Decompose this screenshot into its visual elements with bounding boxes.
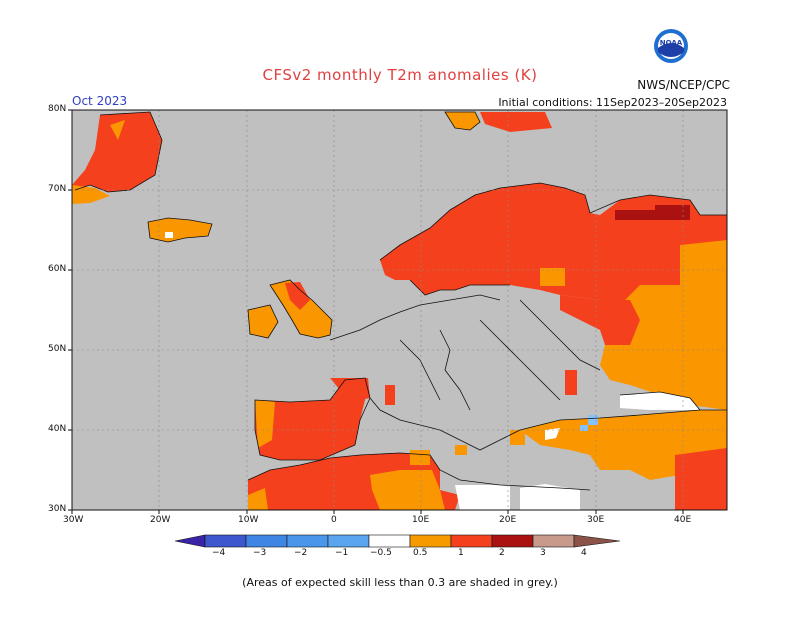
lon-label: 20E xyxy=(499,515,517,525)
lat-label: 30N xyxy=(48,504,67,514)
map-frame xyxy=(71,109,728,511)
colorbar-segment xyxy=(204,534,247,548)
france-sw-anomaly xyxy=(330,378,370,402)
colorbar-label: 2 xyxy=(499,548,505,558)
cold-anomaly-patch xyxy=(588,415,598,425)
colorbar-label: −4 xyxy=(212,548,226,558)
lat-label: 60N xyxy=(48,264,67,274)
lon-label: 10E xyxy=(412,515,430,525)
lat-label: 50N xyxy=(48,344,67,354)
map-title: CFSv2 monthly T2m anomalies (K) xyxy=(262,66,538,84)
lat-label: 80N xyxy=(48,104,67,114)
russia-anomaly xyxy=(600,240,727,410)
lon-label: 30W xyxy=(63,515,84,525)
scandinavia-anomaly xyxy=(380,183,727,300)
lat-label: 70N xyxy=(48,184,67,194)
colorbar-cap-low xyxy=(174,534,206,548)
colorbar-label: 4 xyxy=(581,548,587,558)
colorbar-segment xyxy=(245,534,288,548)
colorbar-segment xyxy=(409,534,452,548)
iceland-anomaly xyxy=(148,218,212,242)
colorbar-label: −0.5 xyxy=(370,548,392,558)
lon-label: 20W xyxy=(150,515,171,525)
colorbar-segment xyxy=(327,534,370,548)
lon-label: 0 xyxy=(331,515,337,525)
graticule xyxy=(72,110,727,510)
ireland-anomaly xyxy=(248,305,278,338)
colorbar-segment xyxy=(491,534,534,548)
agency-label: NWS/NCEP/CPC xyxy=(637,78,730,92)
iberia-anomaly xyxy=(255,378,365,460)
colorbar-label: 3 xyxy=(540,548,546,558)
colorbar-segment xyxy=(286,534,329,548)
colorbar-segment xyxy=(532,534,575,548)
colorbar-label: 1 xyxy=(458,548,464,558)
initial-conditions: Initial conditions: 11Sep2023–20Sep2023 xyxy=(498,96,727,109)
forecast-month: Oct 2023 xyxy=(72,94,128,108)
lon-label: 40E xyxy=(674,515,692,525)
franz-josef-anomaly xyxy=(480,112,552,132)
colorbar-segment xyxy=(368,534,411,548)
lon-label: 30E xyxy=(587,515,605,525)
black-sea-area xyxy=(620,392,700,410)
colorbar-cap-high xyxy=(573,534,621,548)
lat-label: 40N xyxy=(48,424,67,434)
colorbar-label: −3 xyxy=(253,548,267,558)
greenland-anomaly xyxy=(72,112,162,204)
coastlines xyxy=(74,111,727,491)
noaa-logo: NOAA xyxy=(654,29,688,63)
colorbar-label: −1 xyxy=(335,548,349,558)
lon-label: 10W xyxy=(238,515,259,525)
colorbar-segment xyxy=(450,534,493,548)
footer-note: (Areas of expected skill less than 0.3 a… xyxy=(242,576,558,589)
colorbar-label: −2 xyxy=(294,548,308,558)
russia-red-band xyxy=(600,300,640,345)
colorbar xyxy=(174,534,621,548)
colorbar-label: 0.5 xyxy=(413,548,428,558)
logo-text: NOAA xyxy=(660,39,683,47)
